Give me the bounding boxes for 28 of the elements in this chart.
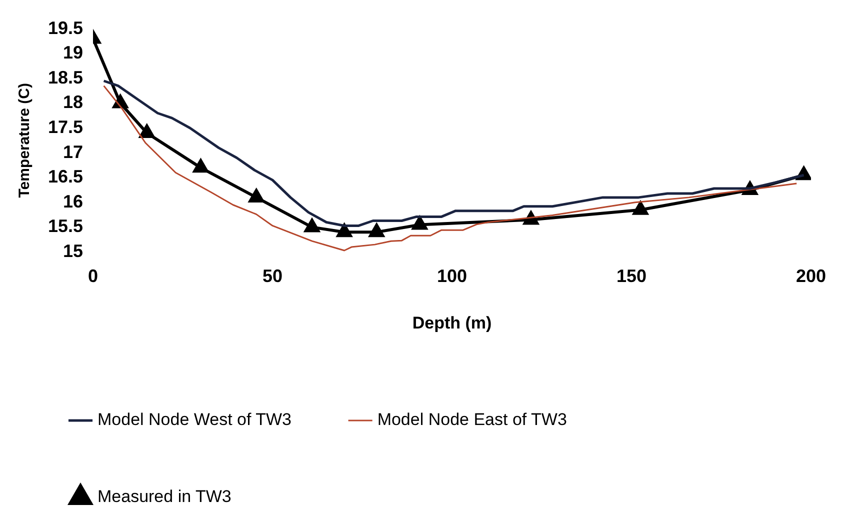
- x-tick-label: 50: [262, 266, 283, 286]
- y-tick-label: 17: [63, 142, 84, 162]
- y-tick-label: 16.5: [48, 166, 84, 187]
- y-tick-label: 19: [63, 42, 84, 63]
- point: [336, 224, 352, 238]
- point: [632, 201, 648, 215]
- x-tick-label: 0: [88, 266, 98, 286]
- x-tick-label: 100: [436, 266, 468, 286]
- x-axis-title: Depth (m): [412, 313, 492, 332]
- y-tick-label: 15: [63, 240, 84, 261]
- y-tick-label: 16: [63, 191, 84, 212]
- y-tick-label: 17.5: [48, 116, 84, 137]
- y-tick-label: 19.5: [48, 18, 84, 38]
- legend-label: Model Node West of TW3: [98, 410, 292, 430]
- point: [139, 124, 154, 138]
- point: [193, 159, 208, 173]
- legend-label: Model Node East of TW3: [377, 410, 567, 430]
- x-tick-label: 200: [796, 266, 826, 286]
- point: [412, 216, 428, 230]
- point: [369, 224, 384, 238]
- point: [248, 188, 264, 202]
- x-tick-label: 150: [616, 266, 647, 286]
- y-axis-title: Temperature (C): [16, 83, 34, 198]
- y-tick-label: 18: [63, 92, 84, 112]
- point: [304, 218, 320, 232]
- y-tick-label: 18.5: [48, 67, 84, 88]
- legend-label: Measured in TW3: [98, 487, 232, 506]
- y-tick-label: 15.5: [48, 216, 84, 236]
